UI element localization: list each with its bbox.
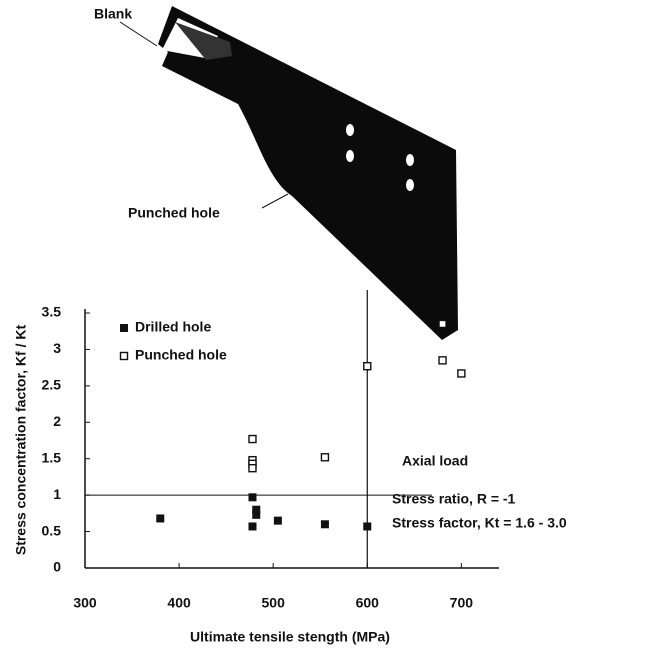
bracket [158, 6, 458, 340]
x-tick-label: 600 [356, 595, 380, 611]
legend-label: Drilled hole [135, 319, 211, 335]
y-tick-label: 2 [53, 413, 61, 429]
marker [248, 463, 257, 473]
part-label: Blank [94, 6, 132, 22]
marker [156, 514, 165, 523]
part-label: Punched hole [128, 205, 220, 221]
leader-line [119, 21, 158, 47]
y-tick-label: 1.5 [42, 449, 62, 465]
annotation: Stress factor, Kt = 1.6 - 3.0 [392, 515, 567, 531]
y-axis-title: Stress concentration factor, Kf / Kt [13, 325, 29, 556]
annotation: Stress ratio, R = -1 [392, 491, 516, 507]
y-tick-label: 0.5 [42, 522, 62, 538]
marker [248, 493, 257, 502]
part-illustration: Blank Punched hole [94, 6, 458, 340]
x-tick-label: 300 [73, 595, 97, 611]
legend-marker [119, 351, 129, 361]
marker [438, 356, 447, 365]
x-axis-title: Ultimate tensile stength (MPa) [190, 629, 390, 645]
marker [248, 434, 257, 444]
marker [248, 522, 257, 531]
annotation: Axial load [402, 453, 468, 469]
marker [363, 361, 372, 371]
y-tick-label: 0 [53, 559, 61, 575]
hole [406, 154, 414, 166]
leader-line [261, 193, 289, 209]
marker [320, 520, 329, 529]
marker [363, 522, 372, 531]
marker [438, 319, 447, 329]
marker [252, 510, 261, 519]
x-tick-label: 700 [450, 595, 474, 611]
marker [457, 369, 466, 378]
legend-label: Punched hole [135, 347, 227, 363]
marker [273, 516, 282, 525]
y-tick-label: 1 [53, 486, 61, 502]
hole [346, 124, 354, 136]
notch-face [175, 22, 232, 60]
marker [252, 505, 261, 514]
y-tick-label: 3.5 [42, 304, 62, 320]
y-tick-label: 3 [53, 340, 61, 356]
y-tick-label: 2.5 [42, 377, 62, 393]
hole [406, 179, 414, 191]
hole [346, 150, 354, 162]
legend-marker [120, 324, 128, 332]
x-tick-label: 500 [262, 595, 286, 611]
x-tick-label: 400 [167, 595, 191, 611]
marker [320, 453, 330, 462]
